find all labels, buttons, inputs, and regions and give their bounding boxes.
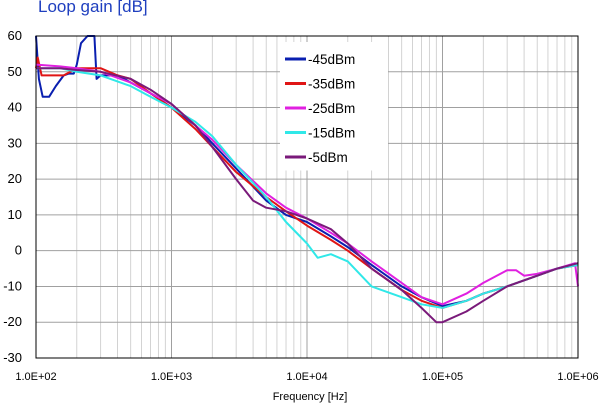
axes: 60 50 40 30 20 10 0 -10 -20 -30 1.0E+02 1.0E+03 1.0E…: [3, 28, 598, 383]
series-line-4: [36, 67, 579, 324]
y-tick-label: 50: [8, 64, 22, 79]
x-tick-label: 1.0E+05: [422, 371, 463, 383]
y-tick-label: 60: [8, 28, 22, 43]
y-tick-label: 30: [8, 135, 22, 150]
legend-label: -5dBm: [308, 150, 348, 165]
legend-box: [280, 42, 388, 171]
y-tick-label: -20: [3, 314, 22, 329]
y-tick-label: -30: [3, 350, 22, 365]
x-tick-label: 1.0E+04: [286, 371, 327, 383]
legend: -45dBm -35dBm -25dBm -15dBm -5dBm: [280, 42, 388, 171]
plot-frame: [35, 35, 579, 359]
y-tick-label: 20: [8, 171, 22, 186]
y-tick-label: 0: [15, 243, 22, 258]
series-lines: [35, 35, 579, 324]
x-tick-label: 1.0E+03: [151, 371, 192, 383]
x-tick-label: 1.0E+02: [15, 371, 56, 383]
legend-label: -15dBm: [308, 126, 355, 141]
series-line-2: [35, 63, 579, 306]
legend-label: -25dBm: [308, 101, 355, 116]
chart-title: Loop gain [dB]: [38, 0, 148, 16]
legend-label: -45dBm: [308, 52, 355, 67]
legend-label: -35dBm: [308, 77, 355, 92]
y-tick-label: -10: [3, 278, 22, 293]
x-tick-label: 1.0E+06: [557, 371, 598, 383]
y-tick-label: 10: [8, 207, 22, 222]
x-axis-label: Frequency [Hz]: [273, 391, 348, 403]
y-tick-label: 40: [8, 100, 22, 115]
series-line-3: [36, 67, 579, 309]
